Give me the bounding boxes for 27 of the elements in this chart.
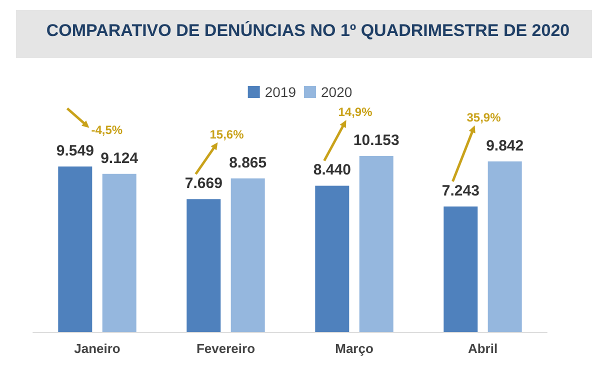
x-tick-label: Abril bbox=[468, 341, 498, 356]
data-label: 7.243 bbox=[442, 182, 480, 200]
data-label: 9.842 bbox=[486, 137, 524, 154]
bar bbox=[186, 199, 221, 332]
bar bbox=[102, 174, 136, 332]
x-tick-label: Janeiro bbox=[74, 341, 120, 356]
data-label: 8.865 bbox=[229, 154, 267, 172]
legend-label: 2020 bbox=[321, 84, 352, 100]
legend-label: 2019 bbox=[264, 84, 296, 100]
bar bbox=[359, 156, 394, 332]
bar bbox=[444, 206, 478, 332]
chart-title: COMPARATIVO DE DENÚNCIAS NO 1º QUADRIMESTRE DE 2020 bbox=[46, 20, 570, 40]
data-label: 9.124 bbox=[100, 150, 139, 167]
data-label: 9.549 bbox=[56, 142, 94, 160]
bar bbox=[488, 161, 522, 332]
bar bbox=[230, 178, 265, 332]
x-tick-label: Março bbox=[335, 341, 374, 356]
bar bbox=[315, 186, 350, 332]
text: -4,5% bbox=[91, 122, 123, 137]
data-label: 8.440 bbox=[313, 162, 351, 179]
data-label: 7.669 bbox=[184, 175, 222, 192]
text: 15,6% bbox=[210, 127, 244, 142]
x-tick-label: Fevereiro bbox=[196, 341, 256, 356]
data-label: 10.153 bbox=[353, 132, 400, 150]
text: 35,9% bbox=[466, 110, 502, 124]
bar bbox=[58, 166, 92, 332]
text: 14,9% bbox=[338, 105, 373, 120]
